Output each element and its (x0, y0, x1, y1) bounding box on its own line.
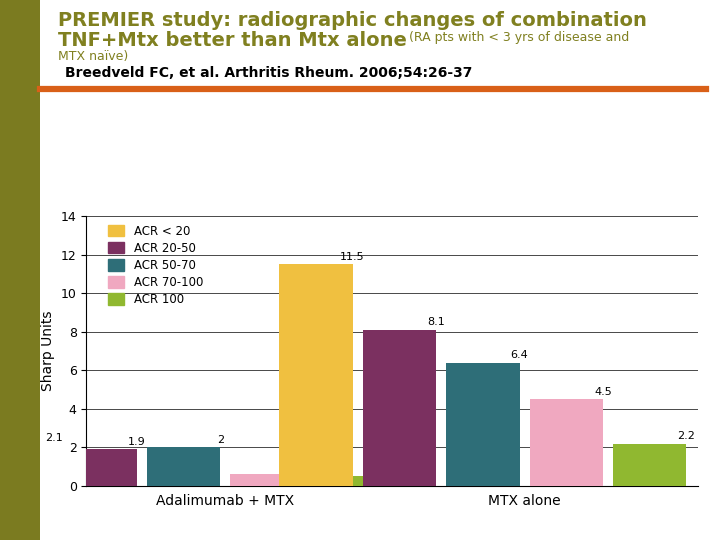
Text: TNF+Mtx better than Mtx alone: TNF+Mtx better than Mtx alone (58, 31, 407, 50)
Bar (446, 362, 520, 486)
Text: 1.9: 1.9 (128, 437, 146, 447)
Text: MTX naïve): MTX naïve) (58, 50, 128, 63)
Bar (230, 475, 304, 486)
Bar (63, 449, 137, 486)
Text: (RA pts with < 3 yrs of disease and: (RA pts with < 3 yrs of disease and (405, 31, 629, 44)
Legend: ACR < 20, ACR 20-50, ACR 50-70, ACR 70-100, ACR 100: ACR < 20, ACR 20-50, ACR 50-70, ACR 70-1… (107, 225, 203, 306)
Bar (363, 330, 436, 486)
Text: PREMIER study: radiographic changes of combination: PREMIER study: radiographic changes of c… (58, 11, 647, 30)
Text: 11.5: 11.5 (341, 252, 365, 262)
Bar (529, 399, 603, 486)
Text: 6.4: 6.4 (510, 350, 528, 360)
Bar (0, 446, 53, 486)
Text: 0.6: 0.6 (295, 462, 312, 472)
Bar (314, 476, 387, 486)
Text: 8.1: 8.1 (427, 318, 445, 327)
Text: 0.5: 0.5 (379, 464, 396, 474)
Text: 2.2: 2.2 (678, 431, 696, 441)
Text: Breedveld FC, et al. Arthritis Rheum. 2006;54:26-37: Breedveld FC, et al. Arthritis Rheum. 20… (65, 66, 472, 80)
Bar (147, 448, 220, 486)
Bar (279, 264, 353, 486)
Y-axis label: Sharp Units: Sharp Units (41, 310, 55, 392)
Text: 4.5: 4.5 (594, 387, 612, 397)
Bar (613, 443, 686, 486)
Text: 2.1: 2.1 (45, 433, 63, 443)
Text: 2: 2 (217, 435, 224, 445)
